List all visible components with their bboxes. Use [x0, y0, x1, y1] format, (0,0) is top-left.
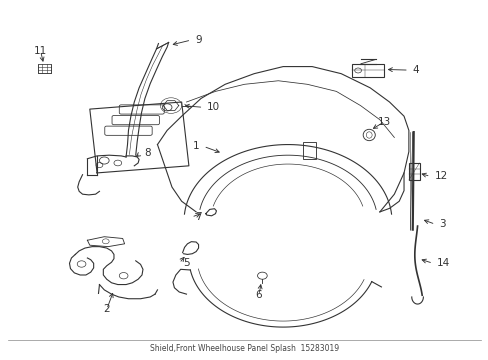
Text: 9: 9 [195, 35, 202, 45]
Text: 14: 14 [436, 258, 449, 268]
Bar [351, 64, 383, 77]
Text: 3: 3 [438, 219, 445, 229]
Text: 5: 5 [183, 258, 189, 268]
Text: 6: 6 [255, 290, 262, 300]
Text: 10: 10 [207, 102, 220, 112]
Text: 12: 12 [434, 171, 447, 181]
Bar [302, 142, 315, 159]
Text: 4: 4 [412, 65, 419, 75]
Text: 7: 7 [195, 212, 202, 222]
Text: 8: 8 [144, 148, 151, 158]
Text: 13: 13 [377, 117, 390, 126]
Text: 2: 2 [103, 304, 110, 314]
Text: Shield,Front Wheelhouse Panel Splash  15283019: Shield,Front Wheelhouse Panel Splash 152… [150, 344, 338, 353]
Text: 1: 1 [193, 141, 199, 151]
Text: 11: 11 [34, 46, 47, 56]
Bar [408, 163, 419, 180]
Bar [38, 64, 51, 73]
